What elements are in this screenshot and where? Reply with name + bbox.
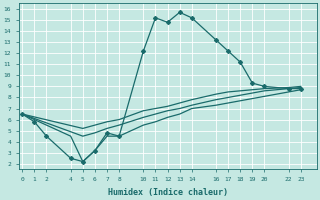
X-axis label: Humidex (Indice chaleur): Humidex (Indice chaleur) bbox=[108, 188, 228, 197]
